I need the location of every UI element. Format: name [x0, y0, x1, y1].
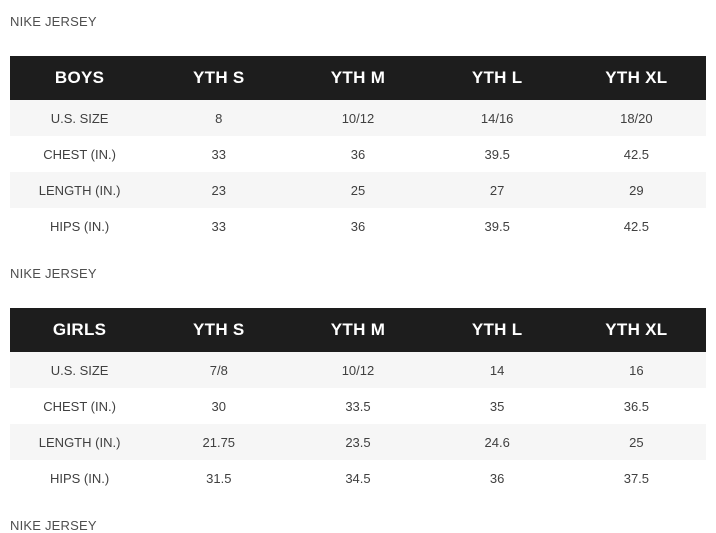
boys-table-body: U.S. SIZE 8 10/12 14/16 18/20 CHEST (IN.… [10, 100, 706, 244]
header-row: BOYS YTH S YTH M YTH L YTH XL [10, 56, 706, 100]
table-cell: 29 [629, 182, 644, 198]
chart-label-cutoff: NIKE JERSEY [10, 518, 97, 533]
table-row: HIPS (IN.) 31.5 34.5 36 37.5 [10, 460, 706, 496]
table-cell: 34.5 [345, 470, 371, 486]
boys-size-chart-section: NIKE JERSEY BOYS YTH S YTH M YTH L YTH X… [10, 14, 706, 244]
table-cell: 33 [211, 146, 227, 162]
table-cell: 33.5 [345, 398, 371, 414]
boys-size-table: BOYS YTH S YTH M YTH L YTH XL U.S. SIZE … [10, 56, 706, 244]
table-cell: 33 [211, 218, 227, 234]
table-row: HIPS (IN.) 33 36 39.5 42.5 [10, 208, 706, 244]
column-header-yth-xl: YTH XL [566, 308, 706, 352]
row-header: HIPS (IN.) [49, 470, 110, 486]
girls-size-chart-section: NIKE JERSEY GIRLS YTH S YTH M YTH L YTH … [10, 266, 706, 496]
table-cell: 39.5 [484, 146, 510, 162]
table-row: LENGTH (IN.) 21.75 23.5 24.6 25 [10, 424, 706, 460]
column-header-yth-s: YTH S [149, 308, 289, 352]
table-cell: 21.75 [202, 434, 236, 450]
table-cell: 30 [211, 398, 227, 414]
table-cell: 25 [350, 182, 366, 198]
table-row: U.S. SIZE 8 10/12 14/16 18/20 [10, 100, 706, 136]
table-cell: 36 [350, 218, 366, 234]
table-cell: 42.5 [623, 218, 650, 234]
table-row: CHEST (IN.) 33 36 39.5 42.5 [10, 136, 706, 172]
table-cell: 35 [489, 398, 505, 414]
column-header-yth-l: YTH L [427, 56, 567, 100]
table-cell: 24.6 [484, 434, 510, 450]
column-header-yth-s: YTH S [149, 56, 289, 100]
table-row: CHEST (IN.) 30 33.5 35 36.5 [10, 388, 706, 424]
table-cell: 16 [629, 362, 644, 378]
table-cell: 7/8 [209, 362, 228, 378]
column-header-boys: BOYS [10, 56, 150, 100]
boys-table-header: BOYS YTH S YTH M YTH L YTH XL [10, 56, 706, 100]
table-cell: 10/12 [341, 362, 375, 378]
header-row: GIRLS YTH S YTH M YTH L YTH XL [10, 308, 706, 352]
row-header: LENGTH (IN.) [38, 182, 121, 198]
table-cell: 36 [489, 470, 505, 486]
row-header: CHEST (IN.) [43, 146, 116, 162]
row-header: U.S. SIZE [50, 362, 109, 378]
table-cell: 42.5 [623, 146, 650, 162]
column-header-yth-l: YTH L [427, 308, 567, 352]
girls-table-header: GIRLS YTH S YTH M YTH L YTH XL [10, 308, 706, 352]
girls-table-body: U.S. SIZE 7/8 10/12 14 16 CHEST (IN.) 30… [10, 352, 706, 496]
row-header: U.S. SIZE [50, 110, 109, 126]
row-header: LENGTH (IN.) [38, 434, 121, 450]
table-cell: 27 [489, 182, 505, 198]
table-cell: 36.5 [623, 398, 650, 414]
table-cell: 14/16 [480, 110, 514, 126]
chart-label: NIKE JERSEY [10, 266, 97, 281]
table-cell: 36 [350, 146, 366, 162]
table-cell: 8 [215, 110, 223, 126]
girls-size-table: GIRLS YTH S YTH M YTH L YTH XL U.S. SIZE… [10, 308, 706, 496]
table-row: LENGTH (IN.) 23 25 27 29 [10, 172, 706, 208]
table-cell: 10/12 [341, 110, 375, 126]
table-cell: 25 [629, 434, 644, 450]
row-header: CHEST (IN.) [43, 398, 116, 414]
table-cell: 39.5 [484, 218, 510, 234]
table-row: U.S. SIZE 7/8 10/12 14 16 [10, 352, 706, 388]
table-cell: 23.5 [345, 434, 371, 450]
column-header-yth-xl: YTH XL [566, 56, 706, 100]
column-header-yth-m: YTH M [288, 56, 428, 100]
chart-label: NIKE JERSEY [10, 14, 97, 29]
table-cell: 23 [211, 182, 227, 198]
column-header-yth-m: YTH M [288, 308, 428, 352]
table-cell: 31.5 [206, 470, 232, 486]
table-cell: 37.5 [623, 470, 650, 486]
table-cell: 14 [489, 362, 505, 378]
row-header: HIPS (IN.) [49, 218, 110, 234]
column-header-girls: GIRLS [10, 308, 150, 352]
table-cell: 18/20 [620, 110, 653, 126]
